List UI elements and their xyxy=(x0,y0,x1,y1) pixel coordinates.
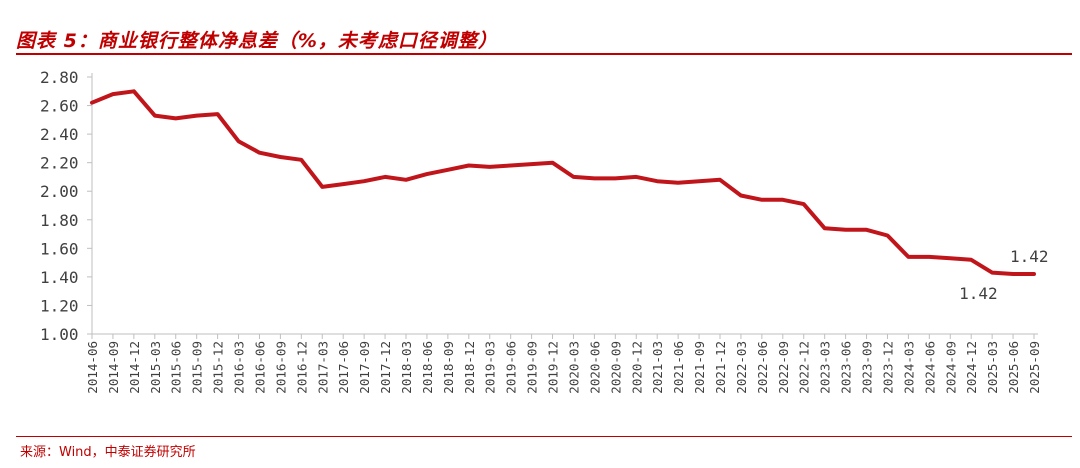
x-tick-label: 2017-03 xyxy=(315,341,330,394)
data-label: 1.42 xyxy=(1010,247,1049,266)
x-tick-label: 2021-03 xyxy=(650,341,665,394)
x-tick-label: 2024-09 xyxy=(943,341,958,394)
y-tick-label: 2.20 xyxy=(40,154,79,173)
x-tick-label: 2019-09 xyxy=(525,341,540,394)
y-tick-label: 1.20 xyxy=(40,296,79,315)
x-tick-label: 2022-06 xyxy=(755,341,770,394)
x-tick-label: 2020-09 xyxy=(608,341,623,394)
y-tick-label: 2.00 xyxy=(40,182,79,201)
x-tick-label: 2018-12 xyxy=(462,341,477,394)
data-label: 1.42 xyxy=(959,284,998,303)
x-tick-label: 2017-12 xyxy=(378,341,393,394)
x-tick-label: 2022-03 xyxy=(734,341,749,394)
x-tick-label: 2015-09 xyxy=(190,341,205,394)
footer-divider xyxy=(16,436,1072,437)
x-tick-label: 2019-03 xyxy=(483,341,498,394)
source-note: 来源：Wind，中泰证券研究所 xyxy=(20,445,196,460)
y-tick-label: 1.60 xyxy=(40,239,79,258)
x-tick-label: 2018-06 xyxy=(420,341,435,394)
chart-title: 图表 5：商业银行整体净息差（%，未考虑口径调整） xyxy=(16,30,498,52)
y-tick-label: 1.80 xyxy=(40,211,79,230)
x-tick-label: 2018-09 xyxy=(441,341,456,394)
x-tick-label: 2024-12 xyxy=(964,341,979,394)
x-tick-label: 2015-06 xyxy=(169,341,184,394)
x-tick-label: 2024-03 xyxy=(901,341,916,394)
x-tick-label: 2018-03 xyxy=(399,341,414,394)
x-tick-label: 2016-06 xyxy=(252,341,267,394)
x-tick-label: 2020-06 xyxy=(587,341,602,394)
x-tick-label: 2019-12 xyxy=(546,341,561,394)
x-tick-label: 2015-12 xyxy=(211,341,226,394)
x-tick-label: 2023-03 xyxy=(818,341,833,394)
x-tick-label: 2015-03 xyxy=(148,341,163,394)
x-tick-label: 2016-03 xyxy=(232,341,247,394)
y-tick-label: 1.40 xyxy=(40,268,79,287)
x-tick-label: 2021-09 xyxy=(692,341,707,394)
x-tick-label: 2021-06 xyxy=(671,341,686,394)
y-tick-label: 2.80 xyxy=(40,68,79,87)
y-tick-label: 2.40 xyxy=(40,125,79,144)
x-tick-label: 2014-09 xyxy=(106,341,121,394)
y-tick-label: 1.00 xyxy=(40,325,79,344)
x-tick-label: 2022-09 xyxy=(776,341,791,394)
x-tick-label: 2017-09 xyxy=(357,341,372,394)
x-tick-label: 2021-12 xyxy=(713,341,728,394)
x-tick-label: 2024-06 xyxy=(922,341,937,394)
x-tick-label: 2019-06 xyxy=(504,341,519,394)
x-tick-label: 2016-12 xyxy=(294,341,309,394)
x-tick-label: 2023-09 xyxy=(860,341,875,394)
x-tick-label: 2023-06 xyxy=(839,341,854,394)
x-tick-label: 2022-12 xyxy=(797,341,812,394)
x-tick-label: 2014-12 xyxy=(127,341,142,394)
x-tick-label: 2025-09 xyxy=(1027,341,1042,394)
x-tick-label: 2025-03 xyxy=(985,341,1000,394)
x-tick-label: 2017-06 xyxy=(336,341,351,394)
title-divider xyxy=(16,53,1072,55)
series-line xyxy=(90,89,1036,276)
x-tick-label: 2025-06 xyxy=(1006,341,1021,394)
x-tick-label: 2023-12 xyxy=(880,341,895,394)
x-tick-label: 2020-12 xyxy=(629,341,644,394)
x-tick-label: 2016-09 xyxy=(273,341,288,394)
x-tick-label: 2014-06 xyxy=(85,341,100,394)
y-tick-label: 2.60 xyxy=(40,97,79,116)
x-tick-label: 2020-03 xyxy=(566,341,581,394)
